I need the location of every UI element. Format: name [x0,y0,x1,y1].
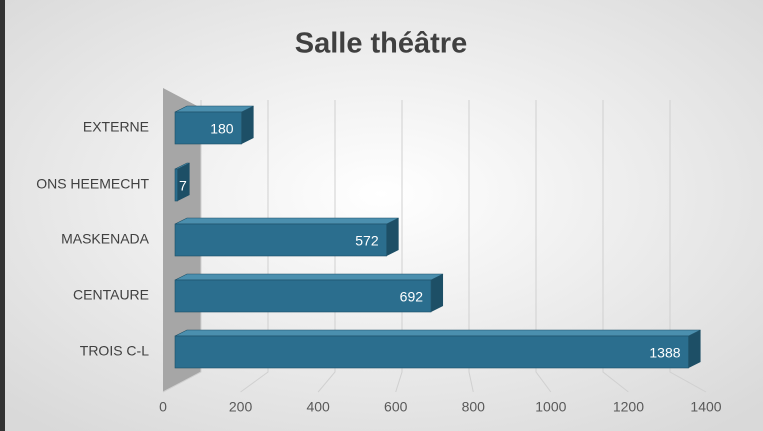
bar [174,111,242,145]
value-label: 180 [210,121,234,137]
grid-line [602,100,629,393]
bar-top [174,105,254,113]
x-tick-label: 1200 [613,399,644,415]
x-tick-label: 400 [306,399,330,415]
y-tick-label: CENTAURE [73,287,149,303]
bar-side [688,330,701,368]
x-tick-label: 200 [229,399,253,415]
bar [174,335,689,369]
bar-side [386,218,399,256]
bar-top [174,217,399,225]
grid-line [535,100,552,393]
frame-edge [0,0,5,431]
grid-line [468,100,474,393]
grid-line [317,100,336,393]
bar [174,168,178,202]
value-label: 572 [355,233,379,249]
value-label: 7 [179,178,187,194]
x-tick-label: 0 [159,399,167,415]
grid-line [240,100,269,393]
bar-side [431,274,444,312]
value-label: 1388 [649,345,680,361]
grid-line [669,100,707,393]
y-tick-label: MASKENADA [61,231,150,247]
y-tick-label: EXTERNE [83,119,149,135]
bar-side [177,163,190,201]
bar-side [241,106,254,144]
bar-top [174,329,701,337]
bar [174,223,387,257]
bar [174,279,432,313]
x-tick-label: 600 [384,399,408,415]
y-tick-label: TROIS C-L [80,343,149,359]
chart-title: Salle théâtre [295,28,467,60]
value-label: 692 [400,289,424,305]
bar-top [174,273,444,281]
y-tick-label: ONS HEEMECHT [36,176,149,192]
x-tick-label: 800 [462,399,486,415]
x-tick-label: 1000 [535,399,566,415]
x-tick-label: 1400 [690,399,721,415]
grid-line [162,100,202,393]
grid-line [395,100,403,393]
